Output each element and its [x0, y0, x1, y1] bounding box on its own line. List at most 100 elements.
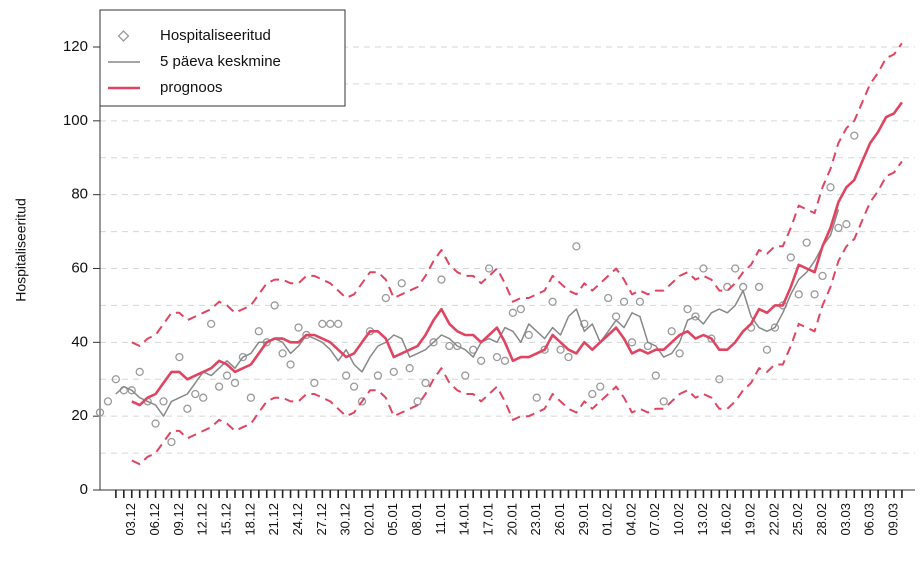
x-tick-label: 14.01	[457, 503, 472, 536]
x-tick-label: 18.12	[242, 503, 257, 536]
data-point	[842, 220, 851, 229]
data-point	[508, 308, 518, 317]
x-tick-label: 20.01	[504, 503, 519, 536]
data-point	[635, 297, 645, 306]
data-point	[619, 297, 629, 306]
data-point	[405, 364, 414, 373]
x-tick-label: 08.01	[409, 503, 424, 536]
data-point	[675, 349, 684, 358]
y-tick-label: 100	[63, 112, 88, 129]
data-point	[754, 282, 764, 292]
data-point	[413, 397, 422, 406]
data-point	[572, 242, 581, 251]
legend-box	[99, 9, 346, 107]
data-point	[191, 389, 200, 399]
data-point	[230, 378, 240, 388]
data-point	[683, 304, 692, 314]
data-point	[802, 238, 811, 247]
data-point	[389, 367, 398, 377]
data-point	[540, 345, 549, 354]
y-tick-label: 20	[71, 407, 88, 424]
x-tick-label: 21.12	[266, 503, 281, 536]
data-point	[461, 371, 470, 380]
x-tick-label: 05.01	[385, 503, 400, 536]
data-point	[715, 375, 724, 384]
data-point	[286, 360, 295, 369]
data-point	[794, 290, 803, 299]
legend-label: 5 päeva keskmine	[160, 53, 281, 70]
data-point	[810, 290, 819, 299]
data-point	[651, 371, 660, 380]
data-point	[341, 371, 351, 380]
x-tick-label: 06.03	[862, 503, 877, 536]
data-point	[770, 323, 780, 332]
data-point	[596, 382, 605, 391]
data-point	[103, 397, 113, 406]
x-tick-label: 30.12	[338, 503, 353, 536]
data-point	[214, 382, 224, 391]
y-tick-label: 60	[71, 259, 88, 276]
data-point	[762, 345, 772, 354]
x-tick-label: 09.03	[885, 503, 900, 536]
data-point	[429, 338, 438, 347]
data-point	[524, 330, 533, 340]
data-point	[127, 386, 136, 395]
data-point	[659, 397, 668, 406]
y-tick-label: 120	[63, 38, 88, 55]
data-point	[270, 301, 279, 310]
data-point	[397, 279, 406, 288]
x-tick-label: 28.02	[814, 503, 829, 536]
data-point	[437, 275, 446, 284]
data-point	[159, 397, 168, 406]
data-point	[326, 319, 335, 329]
x-tick-label: 27.12	[314, 503, 329, 536]
data-point	[175, 352, 184, 362]
data-point	[731, 264, 740, 273]
x-tick-label: 26.01	[552, 503, 567, 536]
x-tick-label: 07.02	[647, 503, 662, 536]
data-point	[604, 293, 613, 303]
x-tick-label: 29.01	[576, 503, 591, 536]
x-tick-label: 25.02	[790, 503, 805, 536]
data-point	[699, 264, 708, 273]
interval-line	[131, 42, 903, 347]
x-tick-label: 03.03	[838, 503, 853, 536]
x-tick-label: 22.02	[766, 503, 781, 536]
x-tick-label: 04.02	[623, 503, 638, 536]
data-point	[357, 397, 367, 406]
x-tick-label: 06.12	[147, 503, 162, 536]
x-tick-label: 12.12	[195, 503, 210, 536]
data-point	[492, 352, 502, 362]
data-point	[548, 297, 557, 306]
x-tick-label: 16.02	[719, 503, 734, 536]
data-point	[500, 356, 510, 365]
x-tick-label: 13.02	[695, 503, 710, 536]
legend-label: prognoos	[160, 79, 223, 96]
data-point	[381, 293, 390, 303]
data-point	[826, 183, 835, 192]
data-point	[580, 319, 589, 329]
x-tick-label: 15.12	[218, 503, 233, 536]
data-point	[334, 319, 343, 329]
series-line	[115, 209, 840, 417]
legend-label: Hospitaliseeritud	[160, 27, 271, 44]
data-point	[691, 312, 700, 321]
x-tick-label: 11.01	[433, 503, 448, 535]
data-point	[532, 393, 541, 402]
x-tick-label: 19.02	[743, 503, 758, 536]
data-point	[564, 352, 573, 362]
x-tick-label: 02.01	[361, 503, 376, 536]
series-line	[131, 101, 903, 407]
data-point	[373, 371, 383, 380]
data-point	[516, 304, 525, 314]
data-point	[167, 437, 176, 447]
data-point	[738, 282, 748, 292]
data-point	[556, 345, 565, 354]
data-point	[222, 371, 232, 380]
data-point	[278, 349, 287, 358]
data-point	[667, 327, 676, 336]
data-point	[834, 223, 843, 233]
data-point	[421, 378, 430, 388]
data-point	[588, 389, 597, 399]
